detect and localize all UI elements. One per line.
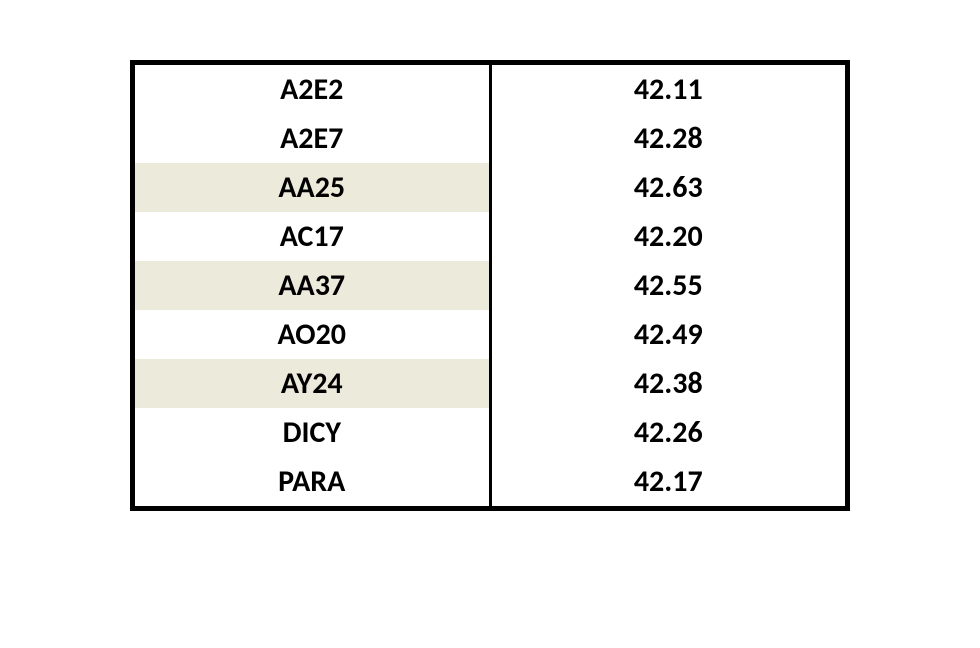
row-value: 42.26	[490, 408, 848, 457]
row-value: 42.63	[490, 163, 848, 212]
row-label: AC17	[133, 212, 491, 261]
table-body: A2E242.11A2E742.28AA2542.63AC1742.20AA37…	[133, 63, 848, 509]
row-label: AA25	[133, 163, 491, 212]
row-value: 42.55	[490, 261, 848, 310]
row-label: AA37	[133, 261, 491, 310]
row-label: A2E7	[133, 114, 491, 163]
table-row: DICY42.26	[133, 408, 848, 457]
row-value: 42.38	[490, 359, 848, 408]
table-row: AO2042.49	[133, 310, 848, 359]
row-label: A2E2	[133, 63, 491, 115]
dolar-implicito-table: A2E242.11A2E742.28AA2542.63AC1742.20AA37…	[130, 60, 850, 511]
table-row: A2E242.11	[133, 63, 848, 115]
column-header-dolar-implicito	[491, 20, 850, 48]
table-row: AY2442.38	[133, 359, 848, 408]
table-row: AA2542.63	[133, 163, 848, 212]
row-value: 42.28	[490, 114, 848, 163]
row-value: 42.49	[490, 310, 848, 359]
table-row: PARA42.17	[133, 457, 848, 509]
row-value: 42.20	[490, 212, 848, 261]
row-label: DICY	[133, 408, 491, 457]
row-value: 42.11	[490, 63, 848, 115]
row-label: AO20	[133, 310, 491, 359]
row-label: AY24	[133, 359, 491, 408]
table-row: AA3742.55	[133, 261, 848, 310]
row-value: 42.17	[490, 457, 848, 509]
dolar-implicito-panel: A2E242.11A2E742.28AA2542.63AC1742.20AA37…	[130, 20, 850, 511]
header-row	[130, 20, 850, 48]
row-label: PARA	[133, 457, 491, 509]
table-row: A2E742.28	[133, 114, 848, 163]
table-row: AC1742.20	[133, 212, 848, 261]
